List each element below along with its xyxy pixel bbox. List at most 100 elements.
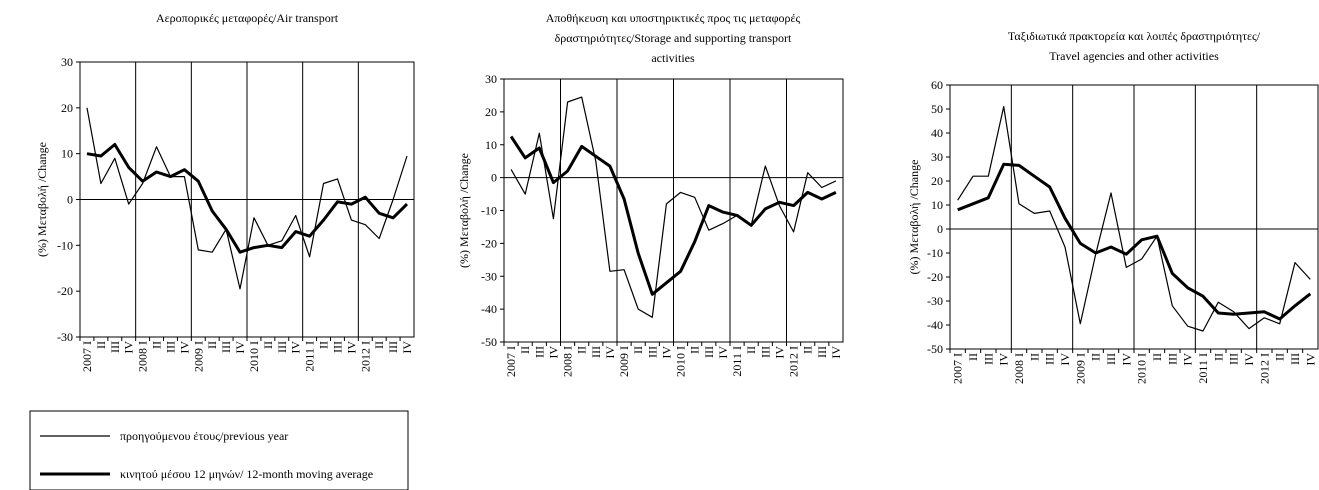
x-tick-label: II	[1089, 353, 1103, 361]
x-tick-label: IV	[546, 346, 560, 359]
x-tick-label: III	[758, 346, 772, 358]
x-tick-label: II	[1273, 353, 1287, 361]
x-tick-label: 2008 I	[136, 341, 150, 372]
x-tick-label: II	[1150, 353, 1164, 361]
x-tick-label: IV	[289, 341, 303, 354]
x-tick-label: III	[589, 346, 603, 358]
series-moving-average-line	[509, 135, 837, 296]
x-tick-label: IV	[1303, 353, 1317, 366]
x-tick-label: III	[1104, 353, 1118, 365]
x-tick-label: II	[150, 341, 164, 349]
y-tick-label: -10	[481, 204, 497, 218]
x-tick-label: II	[966, 353, 980, 361]
y-tick-label: -10	[57, 238, 73, 252]
y-tick-label: 20	[485, 105, 497, 119]
x-tick-label: IV	[177, 341, 191, 354]
x-tick-label: II	[372, 341, 386, 349]
x-tick-label: 2009 I	[191, 341, 205, 372]
x-tick-label: 2010 I	[247, 341, 261, 372]
x-tick-label: II	[688, 346, 702, 354]
chart-2: Αποθήκευση και υποστηρικτικές προς τις μ…	[457, 11, 844, 377]
x-tick-label: II	[1027, 353, 1041, 361]
x-tick-label: II	[94, 341, 108, 349]
x-tick-label: 2012 I	[358, 341, 372, 372]
y-tick-label: 0	[937, 222, 943, 236]
x-tick-label: III	[1043, 353, 1057, 365]
y-tick-label: 10	[485, 138, 497, 152]
y-tick-label: -30	[57, 330, 73, 344]
y-axis-label: (%) Μεταβολή /Change	[457, 153, 471, 268]
y-tick-label: -50	[927, 342, 943, 356]
x-tick-label: IV	[1242, 353, 1256, 366]
x-tick-label: III	[1288, 353, 1302, 365]
y-tick-label: -30	[927, 294, 943, 308]
x-tick-label: 2011 I	[303, 341, 317, 372]
x-tick-label: 2009 I	[617, 346, 631, 377]
x-tick-label: III	[532, 346, 546, 358]
y-tick-label: 30	[61, 55, 73, 69]
y-tick-label: 0	[67, 193, 73, 207]
x-tick-label: III	[386, 341, 400, 353]
legend: προηγούμενου έτους/previous year κινητού …	[29, 410, 409, 490]
chart-title-line: Αεροπορικές μεταφορές/Air transport	[156, 11, 339, 25]
x-tick-label: 2012 I	[787, 346, 801, 377]
y-tick-label: 10	[931, 198, 943, 212]
y-tick-label: -20	[927, 270, 943, 284]
x-tick-label: IV	[829, 346, 843, 359]
chart-title-line: activities	[651, 51, 695, 65]
x-tick-label: II	[317, 341, 331, 349]
x-tick-label: II	[631, 346, 645, 354]
x-tick-label: 2007 I	[504, 346, 518, 377]
x-tick-label: II	[205, 341, 219, 349]
x-tick-label: III	[163, 341, 177, 353]
x-tick-label: IV	[122, 341, 136, 354]
series-moving-average-line	[957, 162, 1312, 321]
x-tick-label: IV	[997, 353, 1011, 366]
x-tick-label: IV	[344, 341, 358, 354]
y-tick-label: 20	[931, 174, 943, 188]
y-tick-label: 0	[491, 171, 497, 185]
y-tick-label: -30	[481, 269, 497, 283]
x-tick-label: 2007 I	[80, 341, 94, 372]
y-tick-label: 10	[61, 147, 73, 161]
x-tick-label: IV	[233, 341, 247, 354]
chart-title-line: Ταξιδιωτικά πρακτορεία και λοιπές δραστη…	[1008, 29, 1261, 43]
x-tick-label: IV	[659, 346, 673, 359]
legend-label: προηγούμενου έτους/previous year	[120, 429, 288, 443]
y-tick-label: -40	[481, 302, 497, 316]
legend-label: κινητού μέσου 12 μηνών/ 12-month moving …	[120, 467, 373, 481]
x-tick-label: II	[261, 341, 275, 349]
x-tick-label: 2010 I	[1135, 353, 1149, 384]
chart-title-line: δραστηριότητες/Storage and supporting tr…	[555, 31, 792, 45]
x-tick-label: 2011 I	[730, 346, 744, 377]
chart-title-line: Αποθήκευση και υποστηρικτικές προς τις μ…	[546, 11, 801, 25]
x-tick-label: III	[815, 346, 829, 358]
x-tick-label: III	[330, 341, 344, 353]
y-tick-label: 40	[931, 126, 943, 140]
x-tick-label: IV	[1119, 353, 1133, 366]
chart-1: Αεροπορικές μεταφορές/Air transport -30 -2…	[35, 11, 415, 372]
x-tick-label: II	[801, 346, 815, 354]
y-tick-label: -40	[927, 318, 943, 332]
x-tick-label: 2011 I	[1196, 353, 1210, 384]
x-tick-label: 2008 I	[561, 346, 575, 377]
x-tick-label: 2010 I	[674, 346, 688, 377]
y-tick-label: 60	[931, 78, 943, 92]
x-tick-label: II	[744, 346, 758, 354]
series-moving-average-line	[86, 143, 409, 254]
y-tick-label: 20	[61, 101, 73, 115]
x-tick-label: II	[575, 346, 589, 354]
y-tick-label: -20	[481, 236, 497, 250]
series-previous-year-line	[957, 105, 1311, 332]
x-tick-label: IV	[1058, 353, 1072, 366]
x-tick-label: IV	[772, 346, 786, 359]
chart-3: Ταξιδιωτικά πρακτορεία και λοιπές δραστη…	[907, 29, 1319, 384]
series-previous-year-line	[510, 96, 837, 318]
x-tick-label: II	[1211, 353, 1225, 361]
x-tick-label: III	[219, 341, 233, 353]
legend-box	[29, 410, 409, 490]
x-tick-label: 2009 I	[1073, 353, 1087, 384]
y-axis-label: (%) Μεταβολή /Change	[907, 160, 921, 275]
y-tick-label: -50	[481, 335, 497, 349]
